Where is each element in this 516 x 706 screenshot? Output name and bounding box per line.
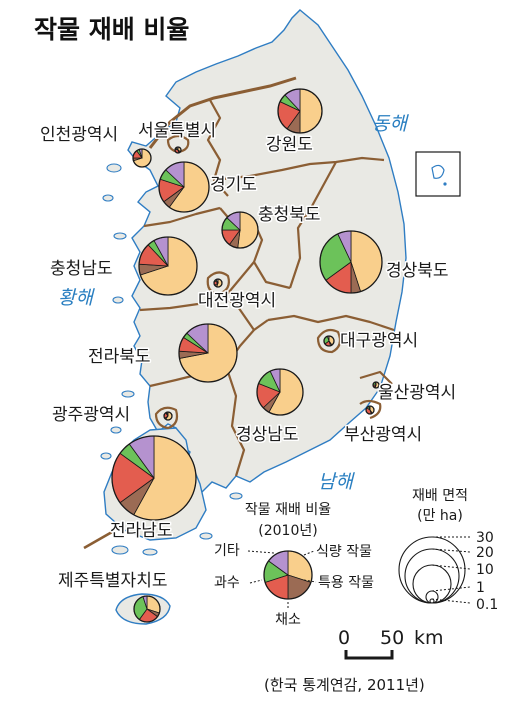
label-seoul: 서울특별시 (138, 121, 216, 141)
sea-label-west: 황해 (58, 287, 95, 309)
boundary-ulsan (359, 370, 393, 385)
label-incheon: 인천광역시 (40, 125, 118, 145)
size-value-30: 30 (476, 530, 494, 546)
label-gyeongbuk: 경상북도 (386, 261, 449, 281)
boundary-daejeon (206, 271, 230, 296)
boundary-gangwon-south (213, 156, 385, 182)
size-value-10: 10 (476, 562, 494, 578)
pie-region-6-outline (213, 278, 223, 288)
pie-region-11 (163, 411, 173, 421)
legend-label-vegetable: 채소 (275, 612, 301, 628)
label-gyeonggi: 경기도 (210, 175, 257, 195)
pie-region-9 (178, 323, 238, 383)
label-daejeon: 대전광역시 (198, 291, 276, 311)
boundary-busan (359, 399, 382, 420)
legend-year: (2010년) (258, 523, 317, 539)
legend-title: 작물 재배 비율 (245, 502, 331, 518)
pie-region-7 (319, 230, 383, 294)
ulleungdo-inset (415, 151, 461, 197)
label-jeonbuk: 전라북도 (88, 347, 151, 367)
boundary-seoul (166, 134, 190, 154)
label-busan: 부산광역시 (344, 425, 422, 445)
scale-unit: km (414, 627, 444, 649)
pie-region-10 (372, 381, 380, 389)
sea-label-east: 동해 (372, 113, 409, 135)
pie-region-15-outline (133, 595, 161, 623)
pie-region-11-outline (163, 411, 173, 421)
pie-region-5-outline (138, 236, 198, 296)
boundary-jeonnam-gyeongnam (224, 365, 246, 477)
scale-zero: 0 (338, 627, 350, 649)
boundary-gyeongbuk-gyeongnam (267, 314, 395, 332)
region-pies (111, 88, 383, 623)
legend-label-fruit: 과수 (214, 575, 240, 591)
size-legend-unit: (만 ha) (417, 508, 463, 524)
size-value-1: 1 (476, 580, 485, 596)
pie-region-1 (132, 148, 152, 168)
label-chungbuk: 충청북도 (258, 205, 321, 225)
composition-legend: 작물 재배 비율 (2010년) 기타 식량 작물 과수 특용 작물 채소 (214, 502, 374, 628)
map-title: 작물 재배 비율 (34, 15, 189, 44)
pie-region-12-outline (256, 368, 304, 416)
boundary-jeonbuk-gyeongnam (223, 297, 255, 331)
pie-region-15 (133, 595, 161, 623)
pie-region-8-outline (323, 335, 335, 347)
pie-region-4 (221, 211, 259, 249)
boundary-daegu (316, 328, 342, 354)
legend-pie (263, 550, 313, 600)
pie-region-12 (256, 368, 304, 416)
boundary-gwangju (154, 406, 179, 430)
west-islands (100, 163, 243, 556)
label-gangwon: 강원도 (266, 135, 313, 155)
pie-region-2-outline (277, 88, 323, 134)
size-legend-title: 재배 면적 (412, 488, 468, 504)
pie-region-3 (158, 161, 210, 213)
pie-region-8 (323, 335, 335, 347)
pie-region-14 (111, 435, 197, 521)
boundary-gyeonggi-chungcheong (143, 206, 221, 228)
label-daegu: 대구광역시 (340, 331, 418, 351)
source-note: (한국 통계연감, 2011년) (264, 676, 425, 694)
legend-label-food: 식량 작물 (316, 544, 372, 560)
label-ulsan: 울산광역시 (378, 383, 456, 403)
jeonnam-extension (83, 530, 113, 550)
sea-label-south: 남해 (318, 471, 355, 493)
pie-region-13-outline (365, 405, 375, 415)
size-legend: 재배 면적 (만 ha) 30 20 10 1 0.1 (398, 488, 498, 613)
pie-region-10-outline (372, 381, 380, 389)
pie-region-0-outline (174, 146, 182, 154)
legend-label-special: 특용 작물 (318, 575, 374, 591)
region-labels: 서울특별시 인천광역시 강원도 경기도 충청북도 충청남도 대전광역시 경상북도… (39, 120, 458, 593)
pie-region-2 (277, 88, 323, 134)
scale-value: 50 (380, 627, 404, 649)
size-value-20: 20 (476, 545, 494, 561)
pie-region-6 (213, 278, 223, 288)
legend-pie-outline (263, 550, 313, 600)
pie-region-7-outline (319, 230, 383, 294)
label-jeju: 제주특별자치도 (58, 571, 167, 591)
label-jeonnam: 전라남도 (110, 521, 173, 541)
pie-region-13 (365, 405, 375, 415)
label-chungnam: 충청남도 (50, 259, 113, 279)
label-gyeongnam: 경상남도 (236, 425, 299, 445)
pie-region-9-outline (178, 323, 238, 383)
boundary-chungnam-jeonbuk (139, 261, 255, 312)
pie-region-3-outline (158, 161, 210, 213)
boundary-gyeonggi-gangwon (206, 99, 229, 197)
label-gwangju: 광주광역시 (52, 405, 130, 425)
pie-region-0 (174, 146, 182, 154)
legend-label-other: 기타 (214, 543, 240, 559)
scale-bar: 0 50 km (338, 627, 444, 660)
boundary-chungbuk-gyeongbuk (288, 161, 337, 289)
dmz-line (148, 76, 297, 149)
size-value-0-1: 0.1 (476, 597, 498, 613)
pie-region-4-outline (221, 211, 259, 249)
pie-region-1-outline (132, 148, 152, 168)
pie-region-14-outline (111, 435, 197, 521)
pie-region-5 (138, 236, 198, 296)
